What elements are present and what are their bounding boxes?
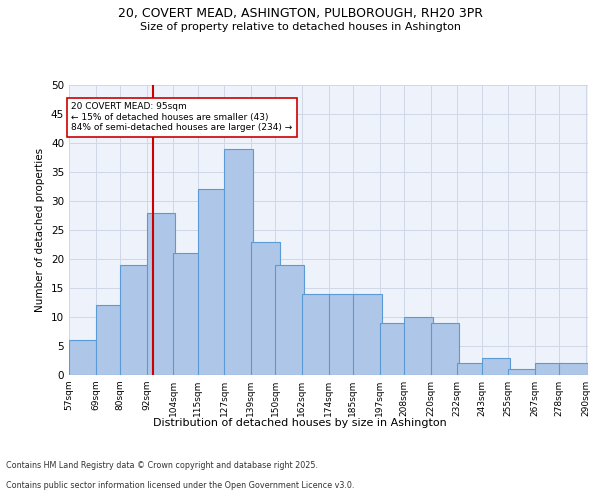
Text: Size of property relative to detached houses in Ashington: Size of property relative to detached ho… xyxy=(139,22,461,32)
Bar xyxy=(329,294,358,375)
Bar xyxy=(535,364,563,375)
Text: Contains public sector information licensed under the Open Government Licence v3: Contains public sector information licen… xyxy=(6,481,355,490)
Y-axis label: Number of detached properties: Number of detached properties xyxy=(35,148,46,312)
Text: Distribution of detached houses by size in Ashington: Distribution of detached houses by size … xyxy=(153,418,447,428)
Bar xyxy=(380,323,409,375)
Bar xyxy=(457,364,486,375)
Bar xyxy=(508,369,537,375)
Bar xyxy=(251,242,280,375)
Bar xyxy=(353,294,382,375)
Bar xyxy=(302,294,331,375)
Bar xyxy=(120,265,149,375)
Text: Contains HM Land Registry data © Crown copyright and database right 2025.: Contains HM Land Registry data © Crown c… xyxy=(6,461,318,470)
Bar xyxy=(482,358,511,375)
Bar xyxy=(173,253,202,375)
Bar xyxy=(69,340,98,375)
Text: 20 COVERT MEAD: 95sqm
← 15% of detached houses are smaller (43)
84% of semi-deta: 20 COVERT MEAD: 95sqm ← 15% of detached … xyxy=(71,102,292,132)
Bar xyxy=(197,190,226,375)
Text: 20, COVERT MEAD, ASHINGTON, PULBOROUGH, RH20 3PR: 20, COVERT MEAD, ASHINGTON, PULBOROUGH, … xyxy=(118,8,482,20)
Bar xyxy=(275,265,304,375)
Bar xyxy=(224,149,253,375)
Bar xyxy=(404,317,433,375)
Bar xyxy=(431,323,460,375)
Bar xyxy=(146,212,175,375)
Bar xyxy=(95,306,124,375)
Bar xyxy=(559,364,588,375)
